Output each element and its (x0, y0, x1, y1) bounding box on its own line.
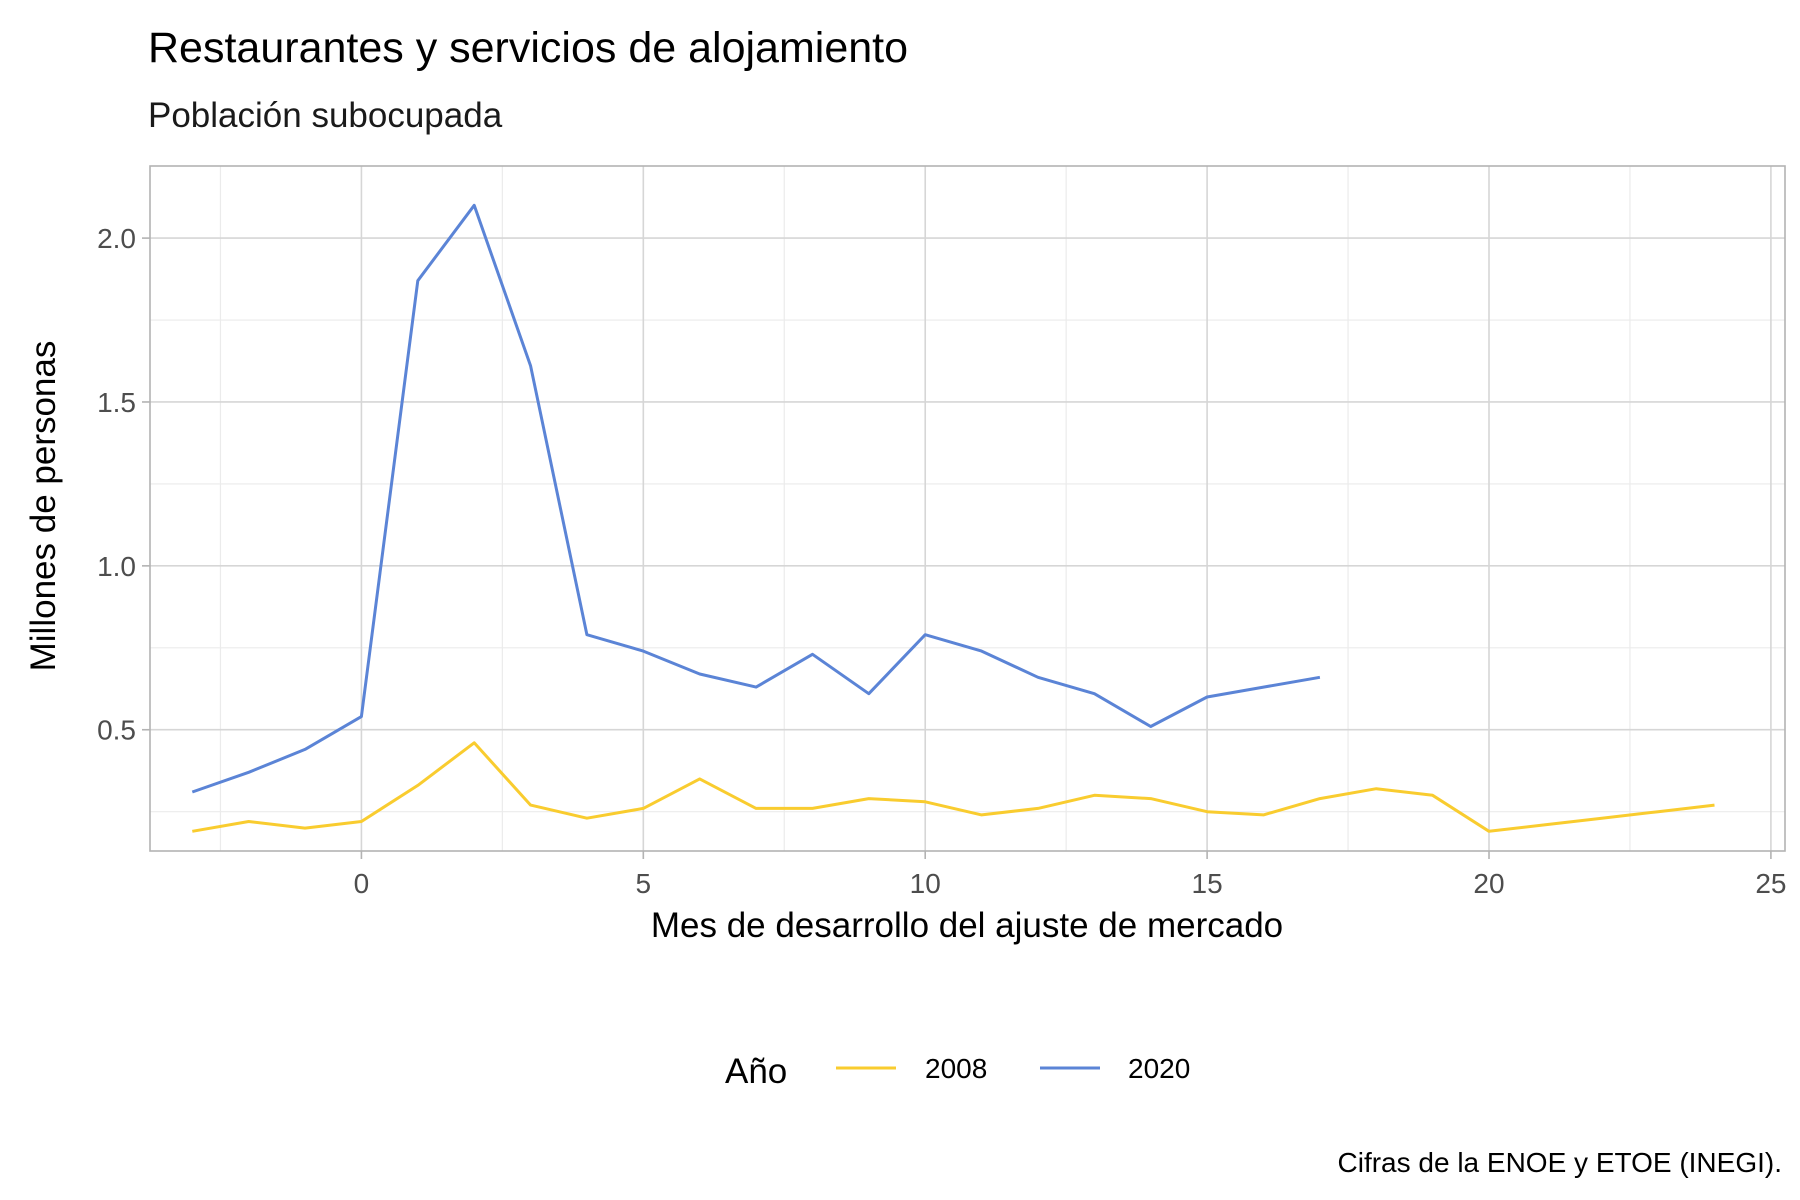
y-tick-label: 0.5 (97, 715, 136, 746)
chart-caption: Cifras de la ENOE y ETOE (INEGI). (1338, 1147, 1782, 1178)
y-axis-ticks: 0.5 1.0 1.5 2.0 (97, 223, 150, 746)
plot-panel-border (149, 165, 1786, 852)
series-line-2020 (191, 203, 1321, 794)
grid-major (150, 166, 1785, 851)
legend-label-2008: 2008 (925, 1053, 987, 1084)
legend-label-2020: 2020 (1128, 1053, 1190, 1084)
legend-title: Año (725, 1052, 787, 1091)
x-tick-label: 10 (910, 868, 941, 899)
x-tick-label: 20 (1473, 868, 1504, 899)
series-line-2008 (192, 741, 1715, 833)
x-axis-title: Mes de desarrollo del ajuste de mercado (651, 906, 1283, 945)
series-lines (191, 203, 1715, 833)
chart-subtitle: Población subocupada (148, 96, 503, 135)
y-tick-label: 1.0 (97, 551, 136, 582)
x-tick-label: 0 (354, 868, 370, 899)
x-tick-label: 25 (1755, 868, 1786, 899)
x-tick-label: 15 (1192, 868, 1223, 899)
y-axis-title: Millones de personas (24, 341, 63, 672)
x-axis-ticks: 0 5 10 15 20 25 (354, 851, 1786, 899)
legend: Año 2008 2020 (725, 1052, 1190, 1091)
y-tick-label: 2.0 (97, 223, 136, 254)
x-tick-label: 5 (636, 868, 652, 899)
chart-title: Restaurantes y servicios de alojamiento (148, 24, 908, 72)
y-tick-label: 1.5 (97, 387, 136, 418)
grid-minor (150, 166, 1785, 851)
